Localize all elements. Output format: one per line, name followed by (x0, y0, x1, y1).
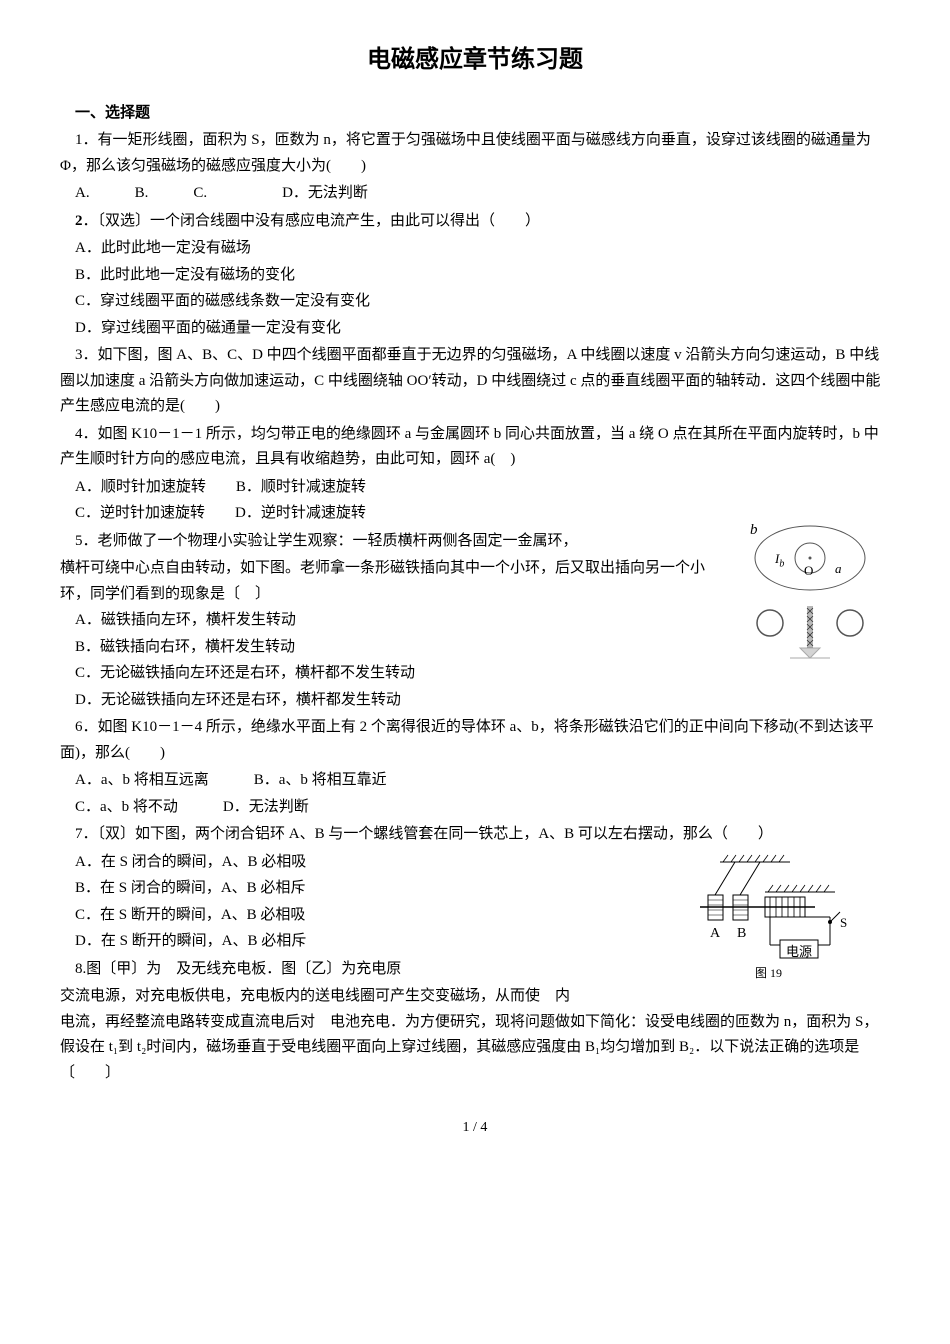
q6-opts-cd: C．a、b 将不动 D．无法判断 (60, 795, 890, 821)
q2-opt-c: C．穿过线圈平面的磁感线条数一定没有变化 (60, 289, 890, 315)
question-2: 2．〔双选〕一个闭合线圈中没有感应电流产生，由此可以得出（ ） (60, 209, 890, 235)
q2-text: ．〔双选〕一个闭合线圈中没有感应电流产生，由此可以得出（ ） (83, 213, 541, 229)
q8-p1c: 电流，再经整流电路转变成直流电后对 电池充电．为方便研究，现将问题做如下简化：设… (60, 1010, 890, 1087)
q7-label-a: A (710, 922, 720, 946)
question-8: 8.图〔甲〕为 及无线充电板．图〔乙〕为充电原 (60, 957, 890, 983)
q8-p1b: 交流电源，对充电板供电，充电板内的送电线圈可产生交变磁场，从而使 内 (60, 984, 890, 1010)
question-3: 3．如下图，图 A、B、C、D 中四个线圈平面都垂直于无边界的匀强磁场，A 中线… (60, 343, 890, 420)
q5-opt-c: C．无论磁铁插向左环还是右环，横杆都不发生转动 (60, 661, 890, 687)
q2-opt-a: A．此时此地一定没有磁场 (60, 236, 890, 262)
question-1: 1．有一矩形线圈，面积为 S，匝数为 n，将它置于匀强磁场中且使线圈平面与磁感线… (60, 128, 890, 179)
q7-label-b: B (737, 922, 746, 946)
q4-opts-ab: A．顺时针加速旋转 B．顺时针减速旋转 (60, 475, 890, 501)
q5-opt-d: D．无论磁铁插向左环还是右环，横杆都发生转动 (60, 688, 890, 714)
question-5: 5．老师做了一个物理小实验让学生观察：一轻质横杆两侧各固定一金属环， (60, 529, 890, 555)
question-6: 6．如图 K10－1－4 所示，绝缘水平面上有 2 个离得很近的导体环 a、b，… (60, 715, 890, 766)
q6-opts-ab: A．a、b 将相互远离 B．a、b 将相互靠近 (60, 768, 890, 794)
page-footer: 1 / 4 (60, 1116, 890, 1140)
q1-options: A. B. C. D．无法判断 (60, 181, 890, 207)
q5-text-p1: 5．老师做了一个物理小实验让学生观察：一轻质横杆两侧各固定一金属环， (75, 533, 578, 549)
question-4: 4．如图 K10－1－1 所示，均匀带正电的绝缘圆环 a 与金属圆环 b 同心共… (60, 422, 890, 473)
q2-opt-d: D．穿过线圈平面的磁通量一定没有变化 (60, 316, 890, 342)
q2-opt-b: B．此时此地一定没有磁场的变化 (60, 263, 890, 289)
page-title: 电磁感应章节练习题 (60, 40, 890, 81)
q2-number: 2 (75, 213, 83, 229)
q5-label-a: a (835, 558, 842, 580)
question-7: 7．〔双〕如下图，两个闭合铝环 A、B 与一个螺线管套在同一铁芯上，A、B 可以… (60, 822, 890, 848)
section-header: 一、选择题 (60, 101, 890, 127)
q7-label-s: S (840, 912, 847, 934)
q8-p1a: 8.图〔甲〕为 及无线充电板．图〔乙〕为充电原 (75, 961, 401, 977)
q5-label-o: O (804, 560, 813, 582)
